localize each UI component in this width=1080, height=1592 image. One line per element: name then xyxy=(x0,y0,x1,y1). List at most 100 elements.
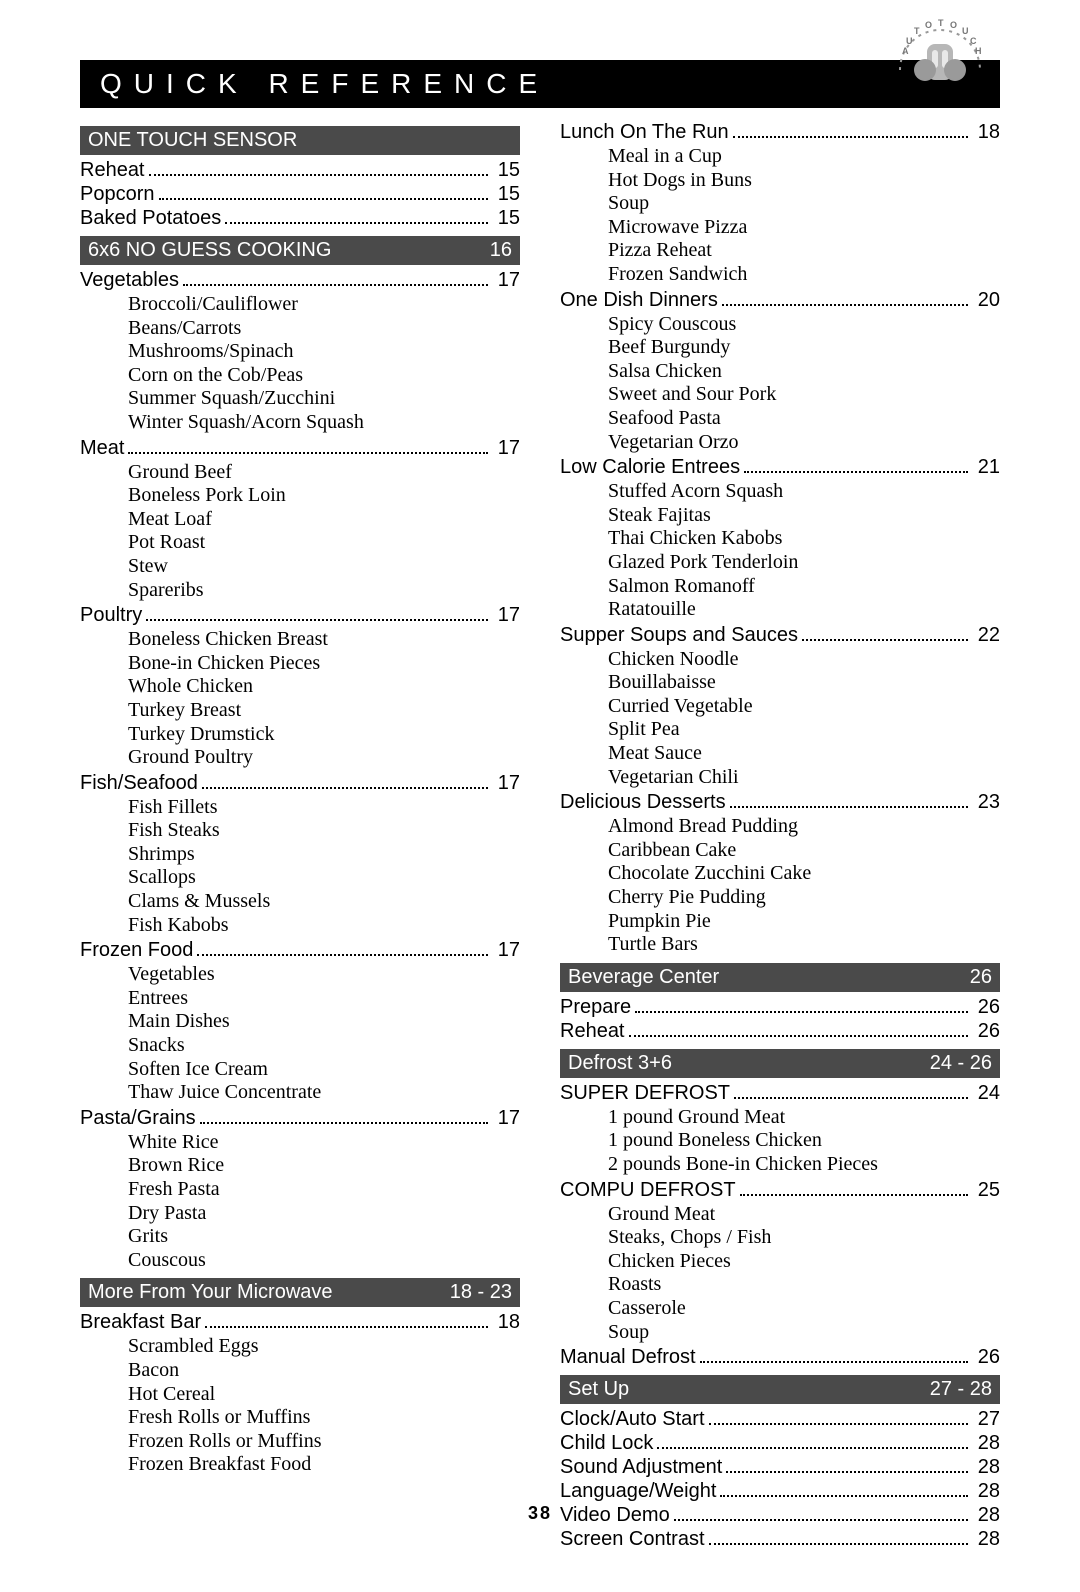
sub-list: Meal in a CupHot Dogs in BunsSoupMicrowa… xyxy=(560,145,1000,287)
sub-item: Beans/Carrots xyxy=(128,317,520,341)
sub-item: Beef Burgundy xyxy=(608,336,1000,360)
sub-item: Salmon Romanoff xyxy=(608,575,1000,599)
sub-item: Corn on the Cob/Peas xyxy=(128,364,520,388)
toc-dots xyxy=(629,1035,968,1037)
sub-item: Frozen Breakfast Food xyxy=(128,1453,520,1477)
toc-line: Manual Defrost 26 xyxy=(560,1346,1000,1369)
toc-dots xyxy=(149,174,488,176)
sub-item: Roasts xyxy=(608,1273,1000,1297)
svg-text:A: A xyxy=(902,46,909,56)
toc-dots xyxy=(183,284,488,286)
toc-page: 23 xyxy=(972,791,1000,814)
sub-item: Winter Squash/Acorn Squash xyxy=(128,411,520,435)
sub-item: Boneless Chicken Breast xyxy=(128,628,520,652)
toc-label: Frozen Food xyxy=(80,939,193,962)
sub-item: Dry Pasta xyxy=(128,1202,520,1226)
sub-list: Chicken NoodleBouillabaisseCurried Veget… xyxy=(560,648,1000,790)
toc-page: 28 xyxy=(972,1528,1000,1551)
toc-label: Pasta/Grains xyxy=(80,1107,196,1130)
toc-line: Vegetables 17 xyxy=(80,269,520,292)
toc-label: One Dish Dinners xyxy=(560,289,718,312)
sub-list: Fish FilletsFish SteaksShrimpsScallopsCl… xyxy=(80,796,520,938)
section-header-page: 18 - 23 xyxy=(450,1281,512,1304)
toc-page: 18 xyxy=(972,121,1000,144)
toc-dots xyxy=(720,1495,967,1497)
svg-text:O: O xyxy=(925,20,932,30)
sub-item: Vegetables xyxy=(128,963,520,987)
page-title: QUICK REFERENCE xyxy=(100,68,549,99)
toc-line: Lunch On The Run 18 xyxy=(560,121,1000,144)
sub-item: Clams & Mussels xyxy=(128,890,520,914)
sub-item: Seafood Pasta xyxy=(608,407,1000,431)
sub-item: Ground Beef xyxy=(128,461,520,485)
toc-dots xyxy=(709,1423,968,1425)
toc-page: 18 xyxy=(492,1311,520,1334)
toc-label: Baked Potatoes xyxy=(80,207,221,230)
sub-item: Frozen Rolls or Muffins xyxy=(128,1430,520,1454)
toc-page: 24 xyxy=(972,1082,1000,1105)
sub-item: Fish Kabobs xyxy=(128,914,520,938)
toc-line: Reheat 26 xyxy=(560,1020,1000,1043)
sub-item: Hot Cereal xyxy=(128,1383,520,1407)
toc-line: Popcorn 15 xyxy=(80,183,520,206)
svg-text:T: T xyxy=(938,18,944,28)
sub-item: Turkey Drumstick xyxy=(128,723,520,747)
sub-item: Vegetarian Chili xyxy=(608,766,1000,790)
sub-list: 1 pound Ground Meat1 pound Boneless Chic… xyxy=(560,1106,1000,1177)
toc-label: Reheat xyxy=(560,1020,625,1043)
section-header: Beverage Center26 xyxy=(560,963,1000,992)
sub-item: Frozen Sandwich xyxy=(608,263,1000,287)
sub-item: Split Pea xyxy=(608,718,1000,742)
sub-item: Pot Roast xyxy=(128,531,520,555)
sub-item: Whole Chicken xyxy=(128,675,520,699)
toc-page: 17 xyxy=(492,1107,520,1130)
toc-dots xyxy=(700,1361,968,1363)
sub-list: Ground BeefBoneless Pork LoinMeat LoafPo… xyxy=(80,461,520,603)
sub-item: Meat Sauce xyxy=(608,742,1000,766)
svg-text:U: U xyxy=(906,36,913,46)
sub-item: Thaw Juice Concentrate xyxy=(128,1081,520,1105)
sub-item: Stuffed Acorn Squash xyxy=(608,480,1000,504)
sub-item: Pizza Reheat xyxy=(608,239,1000,263)
sub-list: White RiceBrown RiceFresh PastaDry Pasta… xyxy=(80,1131,520,1273)
sub-item: Sweet and Sour Pork xyxy=(608,383,1000,407)
toc-label: COMPU DEFROST xyxy=(560,1179,736,1202)
sub-item: Spicy Couscous xyxy=(608,313,1000,337)
sub-item: Turkey Breast xyxy=(128,699,520,723)
toc-line: Frozen Food 17 xyxy=(80,939,520,962)
toc-label: Low Calorie Entrees xyxy=(560,456,740,479)
sub-item: Almond Bread Pudding xyxy=(608,815,1000,839)
toc-label: Vegetables xyxy=(80,269,179,292)
sub-item: Fish Steaks xyxy=(128,819,520,843)
toc-page: 17 xyxy=(492,939,520,962)
toc-dots xyxy=(730,806,968,808)
toc-page: 17 xyxy=(492,269,520,292)
toc-line: Supper Soups and Sauces 22 xyxy=(560,624,1000,647)
sub-item: Vegetarian Orzo xyxy=(608,431,1000,455)
toc-label: Meat xyxy=(80,437,124,460)
toc-label: Child Lock xyxy=(560,1432,653,1455)
toc-label: Fish/Seafood xyxy=(80,772,198,795)
svg-text:H: H xyxy=(975,46,982,56)
toc-label: Reheat xyxy=(80,159,145,182)
toc-dots xyxy=(225,222,488,224)
toc-label: Delicious Desserts xyxy=(560,791,726,814)
sub-item: Pumpkin Pie xyxy=(608,910,1000,934)
sub-item: Chocolate Zucchini Cake xyxy=(608,862,1000,886)
toc-dots xyxy=(740,1194,968,1196)
toc-dots xyxy=(744,471,968,473)
toc-line: Pasta/Grains 17 xyxy=(80,1107,520,1130)
sub-item: Curried Vegetable xyxy=(608,695,1000,719)
sub-item: Ground Meat xyxy=(608,1203,1000,1227)
toc-dots xyxy=(197,954,487,956)
svg-text:C: C xyxy=(970,36,977,46)
section-header-page: 16 xyxy=(490,239,512,262)
toc-page: 17 xyxy=(492,604,520,627)
sub-item: Microwave Pizza xyxy=(608,216,1000,240)
sub-item: Fresh Pasta xyxy=(128,1178,520,1202)
sub-item: Grits xyxy=(128,1225,520,1249)
sub-item: Chicken Pieces xyxy=(608,1250,1000,1274)
section-header-label: Defrost 3+6 xyxy=(568,1052,672,1075)
right-column: Lunch On The Run 18Meal in a CupHot Dogs… xyxy=(560,120,1000,1552)
toc-line: Breakfast Bar 18 xyxy=(80,1311,520,1334)
